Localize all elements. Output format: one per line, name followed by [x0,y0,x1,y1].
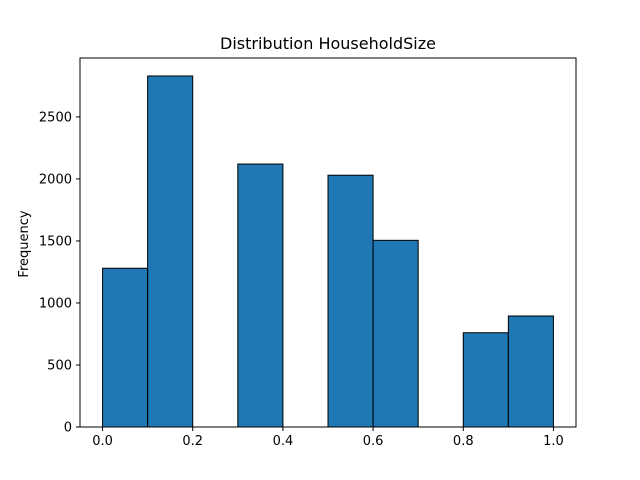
y-tick-label-1: 500 [47,358,72,373]
plot-area-frame [79,57,577,428]
x-tick-label-0: 0.0 [92,434,113,449]
histogram-bar-8 [462,332,509,428]
x-tick-label-5: 1.0 [543,434,564,449]
x-axis: 0.0 0.2 0.4 0.6 0.8 1.0 [92,427,564,449]
bars-layer [102,75,554,428]
y-axis: 0 500 1000 1500 2000 2500 [39,110,80,436]
x-tick-label-2: 0.4 [273,434,294,449]
y-tick-label-4: 2000 [39,172,72,187]
y-axis-label: Frequency [17,210,32,277]
histogram-bar-6 [372,239,419,428]
x-tick-label-3: 0.6 [363,434,384,449]
chart-title: Distribution HouseholdSize [220,34,436,53]
histogram-bar-9 [507,315,554,428]
x-tick-label-1: 0.2 [182,434,203,449]
histogram-bar-3 [237,163,284,428]
y-tick-label-5: 2500 [39,110,72,125]
x-tick-label-4: 0.8 [453,434,474,449]
histogram-bar-0 [102,267,149,428]
y-tick-label-0: 0 [64,421,72,436]
y-tick-label-2: 1000 [39,296,72,311]
y-tick-label-3: 1500 [39,234,72,249]
histogram-bar-5 [327,174,374,428]
histogram-bar-1 [147,75,194,428]
